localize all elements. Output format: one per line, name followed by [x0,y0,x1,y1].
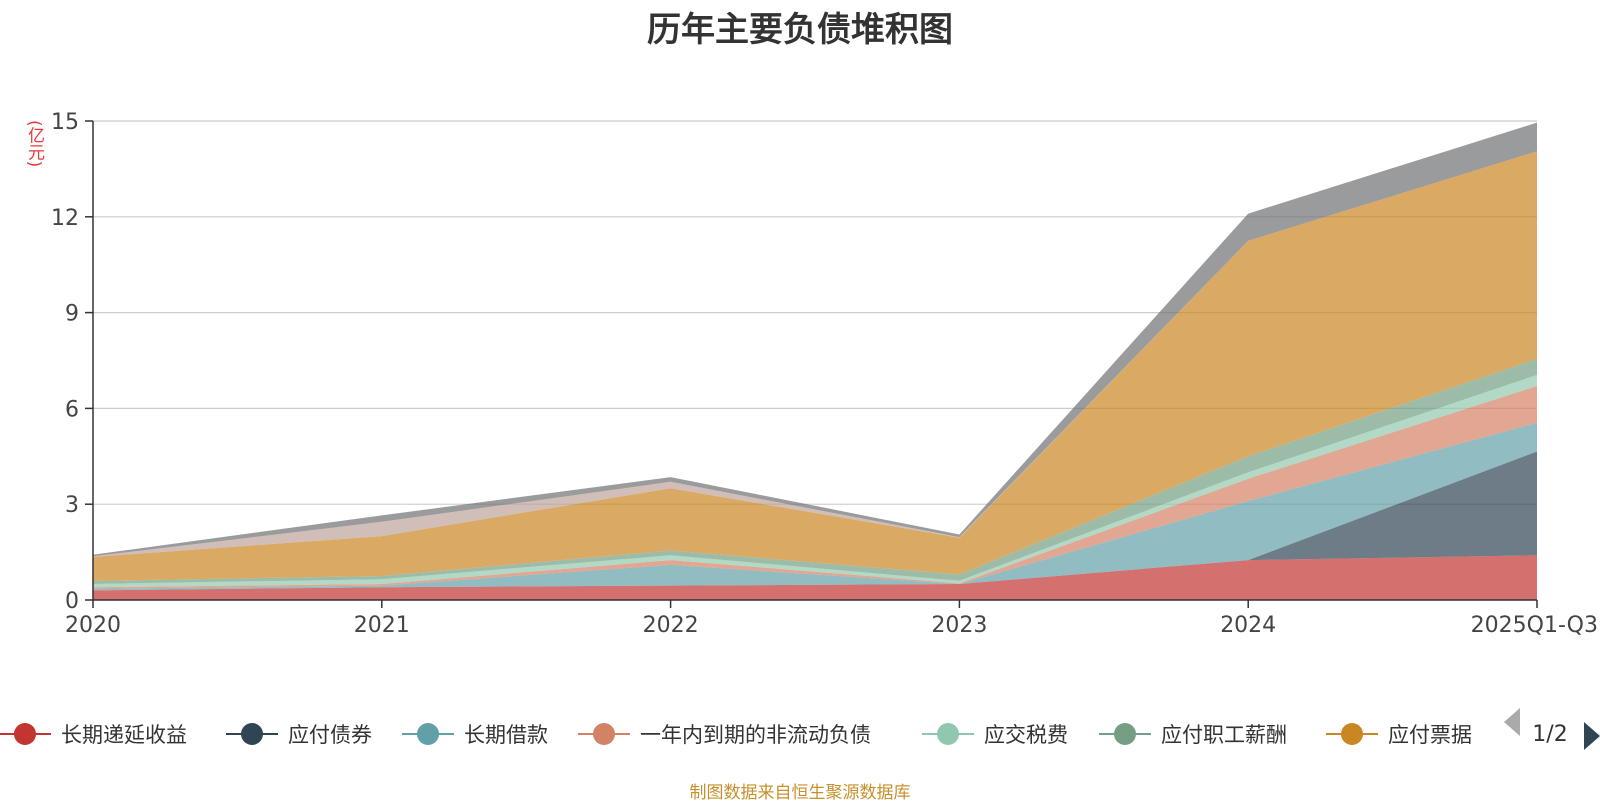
legend-label: 应付债券 [288,723,372,747]
y-axis-unit-label: (亿元) [24,120,44,168]
legend-marker-icon [14,723,36,745]
legend-label: 长期借款 [464,723,548,747]
legend-item[interactable]: 应付职工薪酬 [1099,723,1287,747]
area-series-6[interactable] [93,358,1537,584]
legend-item[interactable]: 应交税费 [922,723,1068,747]
legend-marker-icon [241,723,263,745]
x-tick-label: 2025Q1-Q3 [1471,613,1598,638]
legend-label: 长期递延收益 [61,723,187,747]
legend-marker-icon [1114,723,1136,745]
x-tick-label: 2023 [931,613,987,638]
legend-item[interactable]: 一年内到期的非流动负债 [578,723,871,747]
x-tick-label: 2022 [643,613,699,638]
legend-label: 应付票据 [1388,723,1472,747]
legend[interactable]: 长期递延收益 应付债券 长期借款 一年内到期的非流动负债 应交税费 应付职工薪酬 应付票据 [0,723,1472,747]
legend-marker-icon [1341,723,1363,745]
y-tick-label: 0 [65,589,79,614]
y-tick-label: 9 [65,302,79,327]
legend-pager[interactable]: 1/2 [1504,708,1600,750]
x-tick-label: 2020 [65,613,121,638]
y-tick-label: 15 [51,110,79,135]
legend-marker-icon [417,723,439,745]
legend-prev-icon[interactable] [1504,708,1520,736]
area-series-3[interactable] [93,422,1537,591]
legend-marker-icon [937,723,959,745]
area-series-1[interactable] [93,555,1537,600]
legend-next-icon[interactable] [1584,722,1600,750]
legend-item[interactable]: 长期递延收益 [0,723,187,747]
y-tick-label: 3 [65,493,79,518]
legend-marker-icon [593,723,615,745]
area-series-4[interactable] [93,386,1537,589]
legend-item[interactable]: 应付票据 [1326,723,1472,747]
legend-page-indicator: 1/2 [1532,722,1567,747]
x-tick-label: 2021 [354,613,410,638]
legend-item[interactable]: 应付债券 [226,723,372,747]
legend-label: 一年内到期的非流动负债 [640,723,871,747]
legend-label: 应付职工薪酬 [1161,723,1287,747]
chart-title: 历年主要负债堆积图 [647,10,953,50]
area-series-group [93,122,1537,600]
legend-item[interactable]: 长期借款 [402,723,548,747]
y-tick-label: 12 [51,206,79,231]
legend-label: 应交税费 [984,723,1068,747]
area-series-7[interactable] [93,151,1537,581]
y-tick-label: 6 [65,397,79,422]
data-source-note: 制图数据来自恒生聚源数据库 [689,783,911,803]
axes: 0 3 6 9 12 15 2020 2021 2022 2023 2024 2025Q1-Q3 [51,110,1598,638]
x-tick-label: 2024 [1220,613,1276,638]
